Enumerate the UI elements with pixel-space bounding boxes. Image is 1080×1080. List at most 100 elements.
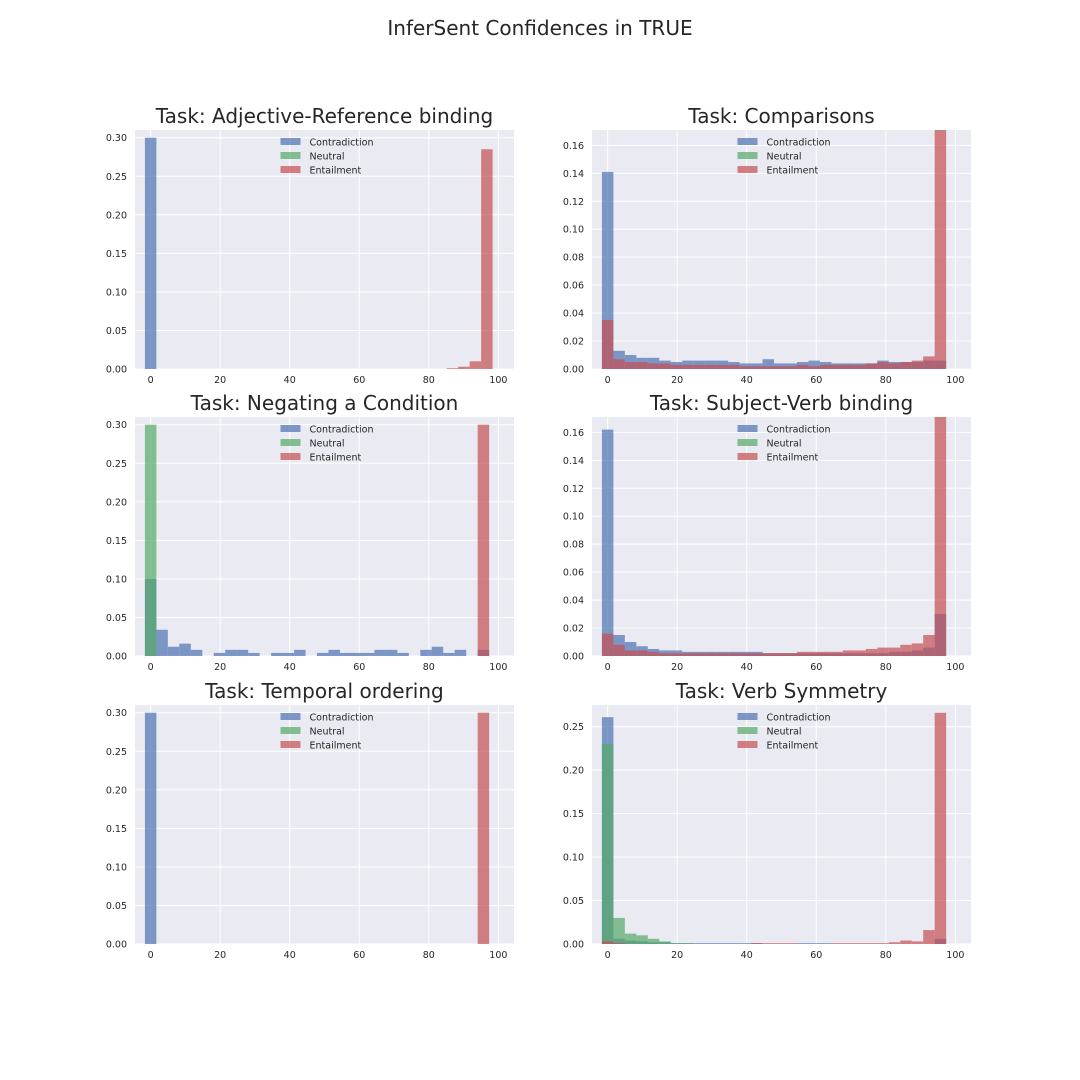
bar-entailment [796, 364, 809, 369]
bar-contradiction [705, 360, 717, 369]
subplot-6: Task: Verb Symmetry 0 20 40 60 80 100 0.00 0.05 0… [563, 679, 971, 961]
x-tick-label: 20 [671, 662, 683, 673]
bar-entailment [774, 943, 786, 944]
x-tick-label: 60 [353, 662, 365, 673]
legend-swatch [737, 138, 758, 145]
subplot-title: Task: Temporal ordering [205, 679, 444, 703]
bar-contradiction [716, 360, 729, 369]
bar-entailment [458, 366, 470, 369]
x-tick-label: 40 [741, 375, 753, 386]
bar-contradiction [190, 649, 203, 656]
x-tick-label: 60 [353, 375, 365, 386]
bar-entailment [842, 943, 855, 944]
legend-swatch [737, 439, 758, 446]
y-tick-label: 0.10 [563, 225, 584, 236]
x-tick-label: 20 [214, 662, 226, 673]
legend-swatch [280, 152, 301, 159]
legend: Contradiction Neutral Entailment [737, 713, 831, 752]
bar-entailment [682, 364, 694, 369]
bar-neutral [670, 943, 683, 944]
bar-contradiction [682, 360, 694, 369]
legend-swatch [737, 713, 758, 720]
bar-entailment [865, 943, 878, 944]
y-tick-label: 0.10 [106, 574, 127, 585]
bar-entailment [923, 635, 935, 656]
bar-entailment [636, 362, 648, 369]
bar-entailment [877, 362, 889, 369]
x-tick-label: 0 [605, 662, 611, 673]
bar-entailment [934, 712, 947, 944]
x-tick-label: 100 [489, 950, 507, 961]
x-tick-label: 60 [353, 950, 365, 961]
bar-entailment [831, 364, 843, 369]
y-tick-label: 0.04 [563, 596, 584, 607]
bar-entailment [659, 653, 671, 656]
legend-label: Contradiction [310, 713, 374, 724]
y-tick-label: 0.15 [106, 824, 127, 835]
subplot-2: Task: Comparisons 0 20 40 60 80 100 0.00 0.02 0.0… [563, 104, 971, 386]
subplot-title: Task: Adjective-Reference binding [155, 104, 494, 128]
bar-entailment [481, 149, 493, 369]
y-tick-label: 0.02 [563, 624, 584, 635]
x-tick-label: 40 [741, 950, 753, 961]
bar-contradiction [624, 355, 637, 369]
legend: Contradiction Neutral Entailment [280, 713, 374, 752]
bar-contradiction [213, 652, 226, 656]
legend-swatch [280, 166, 301, 173]
x-tick-label: 60 [810, 950, 822, 961]
y-tick-label: 0.00 [106, 940, 127, 951]
bar-entailment [751, 653, 763, 656]
legend-label: Contradiction [767, 713, 831, 724]
bar-entailment [842, 364, 855, 369]
y-tick-label: 0.10 [563, 512, 584, 523]
y-tick-label: 0.16 [563, 141, 584, 152]
x-tick-label: 60 [810, 375, 822, 386]
plot-background [135, 417, 514, 656]
bar-contradiction [282, 652, 295, 656]
x-tick-label: 0 [605, 375, 611, 386]
bar-entailment [877, 943, 889, 944]
subplot-title: Task: Negating a Condition [190, 391, 459, 415]
legend-swatch [737, 727, 758, 734]
bar-entailment [728, 653, 740, 656]
x-tick-label: 100 [946, 662, 964, 673]
bar-entailment [785, 653, 797, 656]
legend-swatch [280, 741, 301, 748]
bar-contradiction [236, 649, 249, 656]
plot-background [592, 417, 971, 656]
bar-entailment [762, 366, 775, 369]
bar-entailment [831, 943, 843, 944]
bar-entailment [601, 941, 614, 944]
y-tick-label: 0.00 [563, 652, 584, 663]
legend-swatch [280, 138, 301, 145]
x-tick-label: 40 [284, 950, 296, 961]
bar-entailment [808, 651, 820, 656]
y-tick-label: 0.10 [106, 862, 127, 873]
bar-contradiction [179, 643, 191, 656]
bar-contradiction [385, 649, 398, 656]
legend: Contradiction Neutral Entailment [280, 425, 374, 464]
x-tick-label: 0 [605, 950, 611, 961]
y-tick-label: 0.10 [563, 853, 584, 864]
x-tick-label: 20 [214, 375, 226, 386]
y-tick-label: 0.20 [106, 497, 127, 508]
bar-entailment [751, 366, 763, 369]
y-tick-label: 0.25 [106, 172, 127, 183]
bar-entailment [911, 643, 924, 656]
x-tick-label: 80 [880, 375, 892, 386]
bar-entailment [934, 417, 947, 656]
bar-entailment [796, 651, 809, 656]
bar-entailment [865, 649, 878, 656]
bar-entailment [624, 362, 637, 369]
bar-contradiction [431, 646, 444, 656]
subplot-3: Task: Negating a Condition 0 20 40 60 80 100 0.… [106, 391, 514, 673]
x-tick-label: 100 [489, 662, 507, 673]
x-tick-label: 40 [741, 662, 753, 673]
bar-contradiction [693, 360, 706, 369]
bar-entailment [477, 424, 490, 656]
subplot-canvas: 0 20 40 60 80 100 0.00 0.05 0.10 0.15 0.20 0.25 0.30… [106, 705, 514, 961]
x-tick-label: 20 [671, 375, 683, 386]
y-tick-label: 0.04 [563, 309, 584, 320]
y-tick-label: 0.16 [563, 428, 584, 439]
bar-contradiction [351, 652, 363, 656]
